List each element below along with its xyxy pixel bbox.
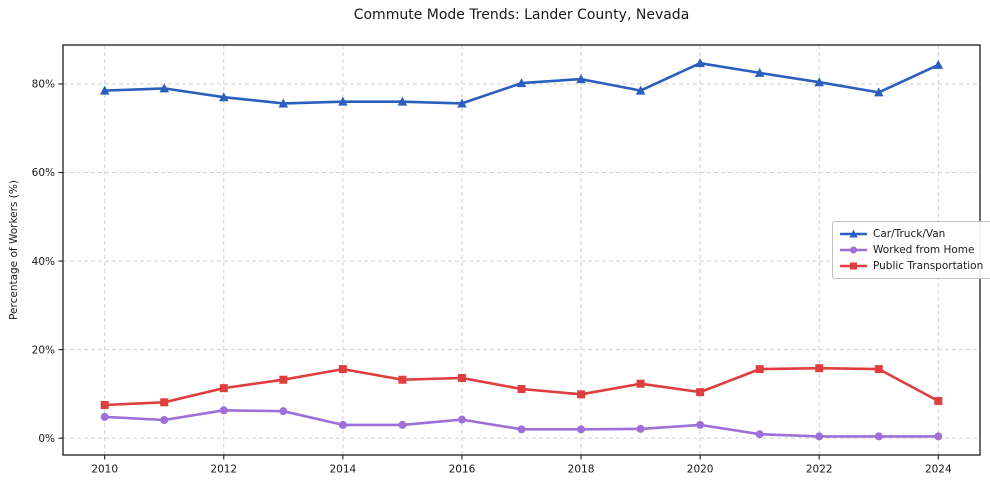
y-tick-label-40: 40% bbox=[32, 256, 55, 268]
x-tick-label-2012: 2012 bbox=[210, 464, 237, 476]
x-tick-label-2024: 2024 bbox=[925, 464, 952, 476]
y-tick-label-80: 80% bbox=[32, 79, 55, 91]
y-tick-label-0: 0% bbox=[38, 433, 55, 445]
legend-swatch-public-transportation-icon bbox=[840, 262, 867, 270]
tick-labels: 2010 2012 2014 2016 2018 2020 2022 2024 0% 20% 40%… bbox=[32, 79, 952, 476]
y-tick-label-60: 60% bbox=[32, 167, 55, 179]
legend-swatch-car-truck-van-icon bbox=[840, 229, 867, 238]
legend-label-worked-from-home: Worked from Home bbox=[873, 244, 975, 256]
legend-item-worked-from-home: Worked from Home bbox=[840, 243, 983, 257]
x-tick-label-2018: 2018 bbox=[568, 464, 595, 476]
legend-label-public-transportation: Public Transportation bbox=[873, 260, 984, 272]
x-tick-label-2020: 2020 bbox=[687, 464, 714, 476]
legend-label-car-truck-van: Car/Truck/Van bbox=[873, 228, 946, 240]
x-tick-label-2022: 2022 bbox=[806, 464, 833, 476]
legend-swatch-worked-from-home-icon bbox=[840, 246, 867, 254]
series-car-truck-van bbox=[99, 58, 944, 108]
series-public-transportation bbox=[100, 364, 943, 409]
axis-ticks bbox=[58, 83, 939, 460]
y-tick-label-20: 20% bbox=[32, 344, 55, 356]
x-tick-label-2016: 2016 bbox=[449, 464, 476, 476]
x-tick-label-2010: 2010 bbox=[91, 464, 118, 476]
legend: Car/Truck/Van Worked from Home Public Tran… bbox=[832, 221, 990, 279]
legend-item-public-transportation: Public Transportation bbox=[840, 259, 983, 273]
series-worked-from-home bbox=[100, 406, 943, 441]
chart-title: Commute Mode Trends: Lander County, Neva… bbox=[353, 7, 690, 23]
x-tick-label-2014: 2014 bbox=[329, 464, 356, 476]
legend-item-car-truck-van: Car/Truck/Van bbox=[840, 227, 983, 241]
